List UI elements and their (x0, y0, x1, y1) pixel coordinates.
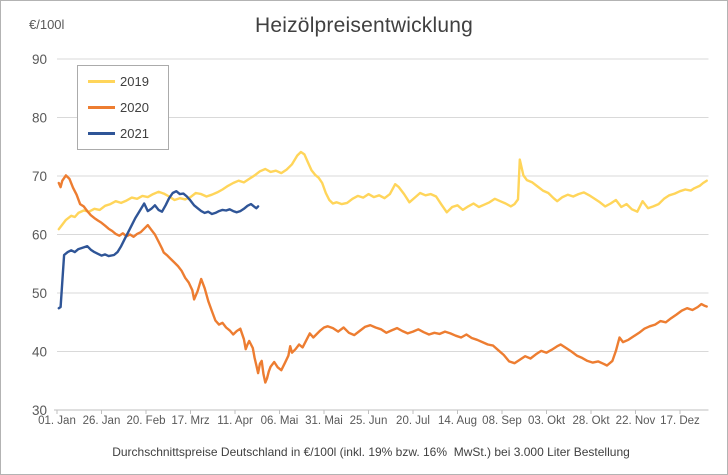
x-tick-label-5: 06. Mai (261, 415, 299, 427)
y-tick-label-70: 70 (32, 169, 47, 184)
x-tick-label-2: 20. Feb (127, 415, 166, 427)
y-tick-label-50: 50 (32, 286, 47, 301)
x-tick-label-14: 17. Dez (660, 415, 700, 427)
legend-label-2021: 2021 (120, 126, 149, 141)
chart-footnote: Durchschnittspreise Deutschland in €/100… (112, 445, 630, 459)
x-tick-label-7: 25. Jun (350, 415, 388, 427)
y-tick-label-80: 80 (32, 111, 47, 126)
legend-item-2020: 2020 (88, 99, 162, 116)
series-line-2020 (57, 174, 708, 384)
x-tick-label-13: 22. Nov (616, 415, 656, 427)
chart-title: Heizölpreisentwicklung (255, 14, 473, 37)
legend-swatch-2019-line (88, 80, 115, 83)
legend-item-2019: 2019 (88, 73, 162, 90)
x-tick-label-8: 20. Jul (396, 415, 430, 427)
series-line-2019 (57, 150, 708, 231)
legend-swatch-2021-line (88, 132, 115, 135)
x-tick-label-6: 31. Mai (305, 415, 343, 427)
legend-label-2019: 2019 (120, 74, 149, 89)
y-tick-label-30: 30 (32, 403, 47, 418)
series-line-2021 (57, 189, 260, 310)
x-tick-label-9: 14. Aug (438, 415, 477, 427)
legend-label-2020: 2020 (120, 100, 149, 115)
x-tick-label-0: 01. Jan (38, 415, 76, 427)
x-tick-label-3: 17. Mrz (171, 415, 210, 427)
y-tick-label-90: 90 (32, 52, 47, 67)
y-axis-unit-label: €/100l (29, 17, 65, 32)
x-tick-label-11: 03. Okt (528, 415, 566, 427)
y-tick-label-40: 40 (32, 345, 47, 360)
legend-swatch-2020-line (88, 106, 115, 109)
legend-item-2021: 2021 (88, 125, 162, 142)
x-tick-label-4: 11. Apr (217, 415, 253, 427)
y-tick-label-60: 60 (32, 228, 47, 243)
x-tick-label-10: 08. Sep (482, 415, 522, 427)
x-tick-label-12: 28. Okt (572, 415, 610, 427)
x-tick-label-1: 26. Jan (83, 415, 121, 427)
legend: 2019 2020 2021 (77, 65, 169, 150)
